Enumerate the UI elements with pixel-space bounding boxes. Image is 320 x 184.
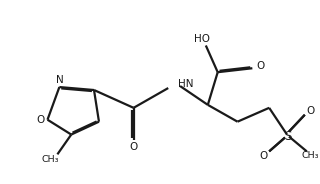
- Text: HO: HO: [194, 33, 210, 44]
- Text: CH₃: CH₃: [41, 155, 59, 164]
- Text: S: S: [284, 130, 292, 143]
- Text: N: N: [55, 75, 63, 85]
- Text: HN: HN: [178, 79, 194, 89]
- Text: O: O: [259, 151, 267, 161]
- Text: O: O: [307, 106, 315, 116]
- Text: O: O: [256, 61, 264, 71]
- Text: CH₃: CH₃: [302, 151, 319, 160]
- Text: O: O: [130, 142, 138, 152]
- Text: O: O: [36, 115, 45, 125]
